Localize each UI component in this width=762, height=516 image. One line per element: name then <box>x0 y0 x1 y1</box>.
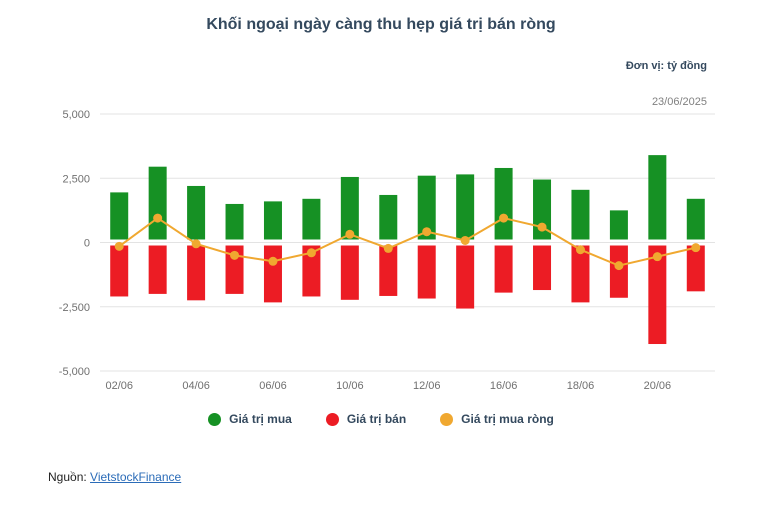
buy-bar[interactable] <box>494 167 513 240</box>
sell-bar[interactable] <box>417 245 436 299</box>
buy-bar[interactable] <box>533 179 552 240</box>
net-line-point[interactable] <box>230 250 240 260</box>
sell-bar[interactable] <box>187 245 206 301</box>
source-prefix: Nguồn: <box>48 470 91 484</box>
legend-dot-icon <box>208 412 222 426</box>
net-line-point[interactable] <box>114 241 124 251</box>
date-label: 23/06/2025 <box>651 96 707 108</box>
y-axis-tick-label: 5,000 <box>62 109 90 121</box>
sell-bar[interactable] <box>302 245 321 297</box>
sell-bar[interactable] <box>110 245 129 297</box>
net-line-point[interactable] <box>691 243 701 253</box>
net-line-point[interactable] <box>422 227 432 237</box>
x-axis-tick-label: 16/06 <box>490 380 518 392</box>
buy-bar[interactable] <box>225 203 244 240</box>
buy-bar[interactable] <box>302 198 321 240</box>
net-line-point[interactable] <box>306 248 316 258</box>
chart-legend: Giá trị mua Giá trị bán Giá trị mua ròng <box>0 412 762 426</box>
y-axis-tick-label: 0 <box>84 238 90 250</box>
buy-bar[interactable] <box>148 166 167 240</box>
sell-bar[interactable] <box>340 245 359 300</box>
legend-label: Giá trị mua <box>229 412 292 426</box>
legend-dot-icon <box>325 412 339 426</box>
buy-bar[interactable] <box>417 175 436 240</box>
sell-bar[interactable] <box>379 245 398 296</box>
net-line-point[interactable] <box>153 213 163 223</box>
x-axis-tick-label: 02/06 <box>105 380 133 392</box>
chart-plot: 5,000 2,500 0 -2,500 -5,000 02/06 04/06 06/06 10… <box>59 109 715 392</box>
buy-bar[interactable] <box>648 155 667 240</box>
source-line: Nguồn: VietstockFinance <box>48 470 181 484</box>
sell-bar[interactable] <box>571 245 590 303</box>
net-line-point[interactable] <box>537 222 547 232</box>
legend-dot-icon <box>440 412 454 426</box>
sell-bar[interactable] <box>456 245 475 309</box>
x-axis-tick-label: 06/06 <box>259 380 287 392</box>
sell-bar[interactable] <box>263 245 282 303</box>
x-axis-tick-label: 12/06 <box>413 380 441 392</box>
buy-bar[interactable] <box>609 210 628 240</box>
x-axis-tick-label: 04/06 <box>182 380 210 392</box>
buy-bar[interactable] <box>456 174 475 240</box>
sell-bar[interactable] <box>225 245 244 294</box>
sell-bar[interactable] <box>148 245 167 294</box>
buy-bar[interactable] <box>571 189 590 240</box>
x-axis-tick-label: 20/06 <box>644 380 672 392</box>
net-line-point[interactable] <box>575 245 585 255</box>
legend-label: Giá trị mua ròng <box>461 412 554 426</box>
y-axis-tick-label: -5,000 <box>59 366 90 378</box>
buy-bar[interactable] <box>379 194 398 240</box>
net-line-point[interactable] <box>268 256 278 266</box>
x-axis-tick-label: 10/06 <box>336 380 364 392</box>
legend-item[interactable]: Giá trị mua ròng <box>440 412 554 426</box>
sell-bar[interactable] <box>648 245 667 345</box>
legend-item[interactable]: Giá trị mua <box>208 412 292 426</box>
source-link[interactable]: VietstockFinance <box>90 470 182 484</box>
legend-item[interactable]: Giá trị bán <box>325 412 407 426</box>
chart-title: Khối ngoại ngày càng thu hẹp giá trị bán… <box>206 16 556 33</box>
net-line-point[interactable] <box>345 229 355 239</box>
unit-label: Đơn vị: tỷ đồng <box>625 60 707 72</box>
x-axis-tick-label: 18/06 <box>567 380 595 392</box>
net-line-point[interactable] <box>460 235 470 245</box>
sell-bar[interactable] <box>533 245 552 291</box>
buy-bar[interactable] <box>340 176 359 240</box>
net-line-point[interactable] <box>191 239 201 249</box>
net-line <box>118 216 697 267</box>
sell-bar[interactable] <box>609 245 628 298</box>
buy-bar[interactable] <box>263 201 282 240</box>
legend-label: Giá trị bán <box>346 412 407 426</box>
sell-bar[interactable] <box>494 245 513 293</box>
net-line-point[interactable] <box>652 252 662 262</box>
net-line-point[interactable] <box>383 243 393 253</box>
buy-bar[interactable] <box>187 185 206 240</box>
y-axis-tick-label: -2,500 <box>59 302 90 314</box>
net-line-point[interactable] <box>499 213 509 223</box>
y-axis-tick-label: 2,500 <box>62 173 90 185</box>
buy-bar[interactable] <box>110 192 129 240</box>
net-line-point[interactable] <box>614 261 624 271</box>
buy-bar[interactable] <box>686 198 705 240</box>
sell-bar[interactable] <box>686 245 705 292</box>
